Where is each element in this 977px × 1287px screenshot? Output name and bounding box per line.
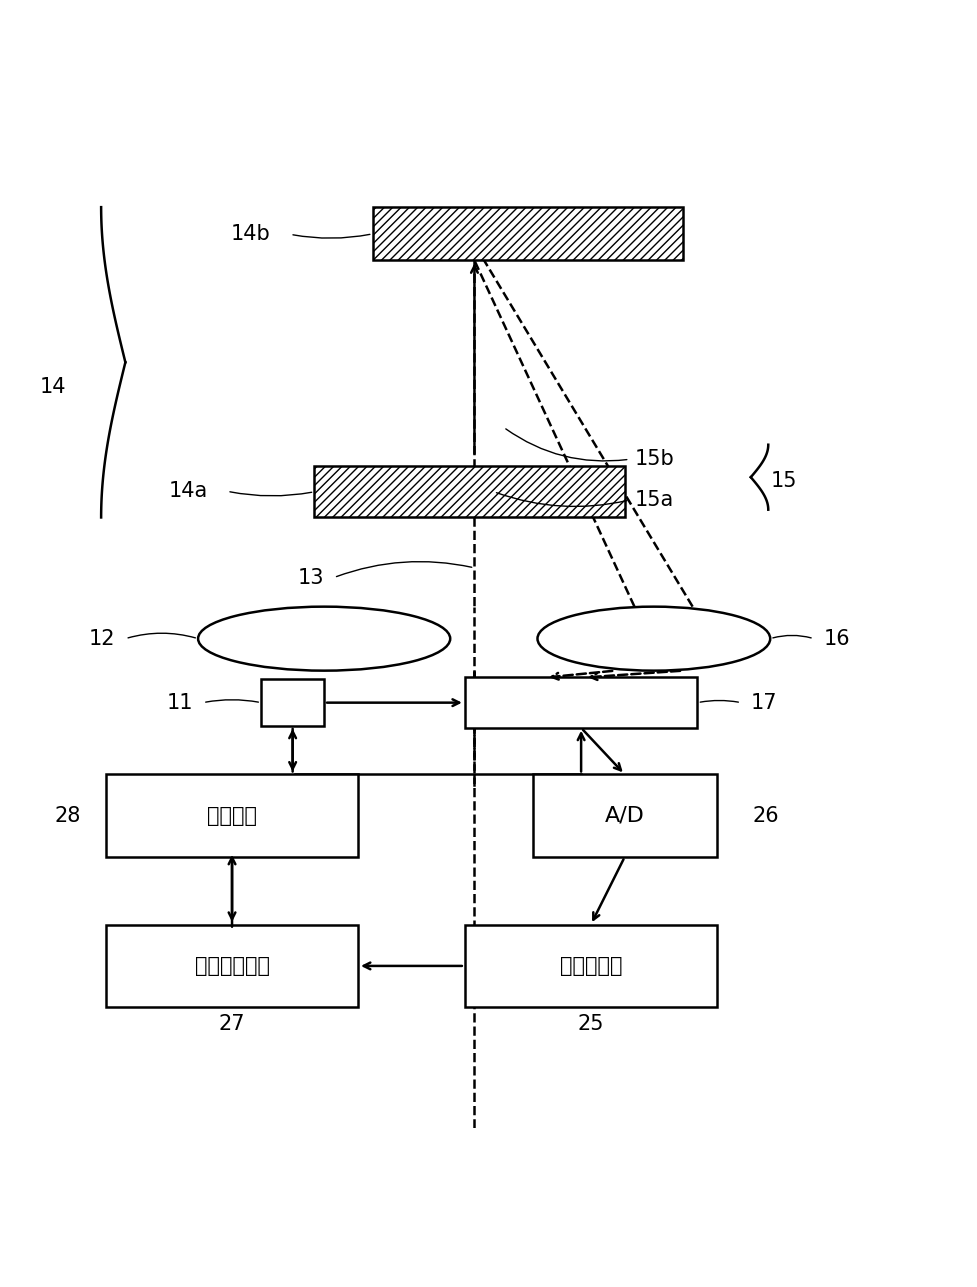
Text: A/D: A/D <box>604 806 644 826</box>
Ellipse shape <box>198 606 449 671</box>
Bar <box>106 924 358 1008</box>
Text: 控制单元: 控制单元 <box>207 806 257 826</box>
Text: 15: 15 <box>770 471 796 490</box>
Bar <box>464 924 716 1008</box>
Text: 运算处理单元: 运算处理单元 <box>194 956 270 976</box>
Text: 14a: 14a <box>168 481 207 501</box>
Ellipse shape <box>537 606 770 671</box>
Bar <box>261 680 323 726</box>
Text: 28: 28 <box>54 806 80 826</box>
Text: 25: 25 <box>577 1014 604 1033</box>
Text: 11: 11 <box>167 692 193 713</box>
Text: 14: 14 <box>39 377 65 396</box>
Text: 26: 26 <box>751 806 778 826</box>
Text: 12: 12 <box>89 628 115 649</box>
Text: 15a: 15a <box>634 490 673 510</box>
Text: 17: 17 <box>750 692 777 713</box>
Bar <box>372 207 682 260</box>
Text: 15b: 15b <box>634 449 673 470</box>
Text: 存储器单元: 存储器单元 <box>559 956 621 976</box>
Text: 14b: 14b <box>231 224 271 245</box>
Bar <box>315 466 624 517</box>
Text: 13: 13 <box>297 568 323 588</box>
Bar <box>532 775 716 857</box>
Text: 27: 27 <box>219 1014 245 1033</box>
Bar <box>106 775 358 857</box>
Bar <box>464 677 697 728</box>
Text: 16: 16 <box>823 628 849 649</box>
